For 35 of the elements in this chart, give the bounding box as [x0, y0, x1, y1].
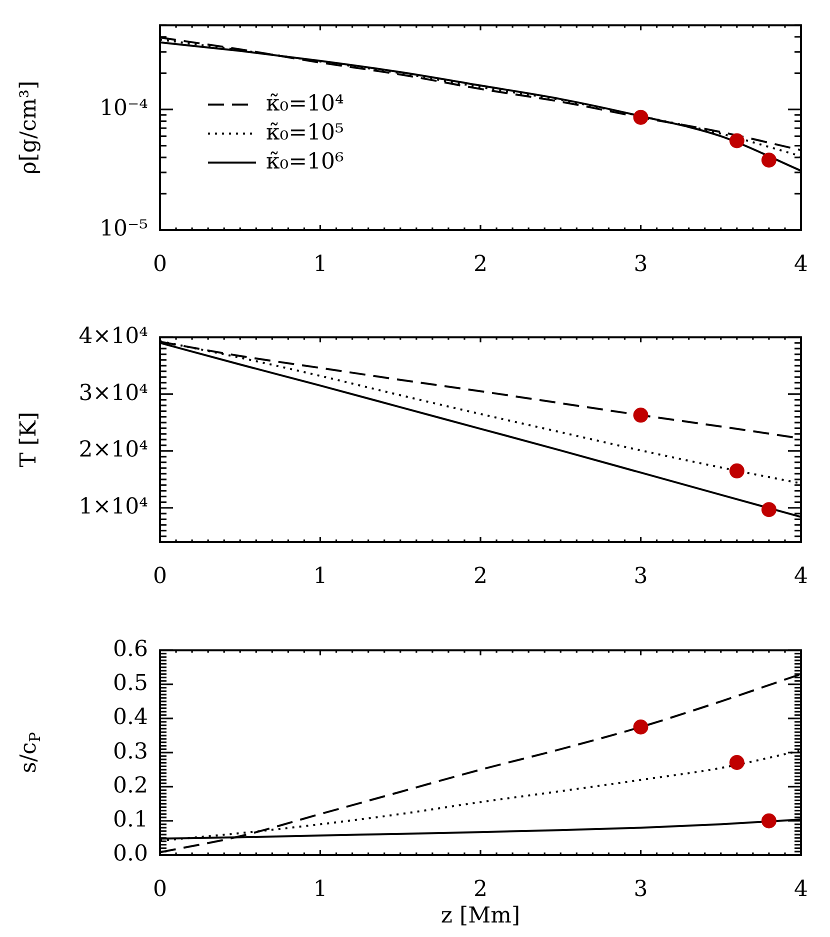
y-tick-label: 0.0 — [113, 842, 148, 867]
y-tick-label: 3×10⁴ — [78, 380, 148, 406]
legend-label: κ̃₀=10⁴ — [266, 91, 344, 116]
legend-label: κ̃₀=10⁶ — [266, 149, 344, 174]
legend-label: κ̃₀=10⁵ — [266, 120, 344, 146]
y-tick-label: 1×10⁴ — [78, 494, 148, 520]
y-tick-label: 0.3 — [113, 739, 148, 764]
x-tick-label: 3 — [634, 252, 648, 277]
y-tick-label: 0.4 — [113, 705, 148, 730]
y-tick-label: 4×10⁴ — [78, 324, 148, 349]
y-axis-title: T [K] — [16, 412, 42, 468]
y-tick-label: 0.1 — [113, 808, 148, 833]
x-tick-label: 0 — [153, 564, 167, 589]
x-tick-label: 3 — [634, 564, 648, 589]
y-tick-label: 2×10⁴ — [78, 438, 148, 463]
x-tick-label: 3 — [634, 876, 648, 902]
x-axis-title: z [Mm] — [440, 904, 520, 929]
x-tick-label: 2 — [474, 252, 488, 277]
y-axis-title: ρ[g/cm³] — [16, 80, 42, 174]
y-tick-label: 0.5 — [113, 671, 148, 696]
x-tick-label: 0 — [153, 876, 167, 902]
y-tick-label: 0.6 — [113, 636, 148, 662]
x-tick-label: 1 — [313, 252, 328, 277]
y-tick-label: 10⁻⁴ — [100, 96, 148, 122]
x-tick-label: 4 — [794, 564, 808, 589]
y-tick-label: 10⁻⁵ — [100, 216, 148, 242]
x-tick-label: 1 — [313, 876, 328, 902]
x-tick-label: 2 — [474, 564, 488, 589]
y-axis-title: s/cP — [16, 732, 44, 774]
y-tick-label: 0.2 — [113, 773, 148, 798]
x-tick-label: 1 — [313, 564, 328, 589]
x-tick-label: 2 — [474, 876, 488, 902]
x-tick-label: 4 — [794, 876, 808, 902]
x-tick-label: 0 — [153, 252, 167, 277]
x-tick-label: 4 — [794, 252, 808, 277]
